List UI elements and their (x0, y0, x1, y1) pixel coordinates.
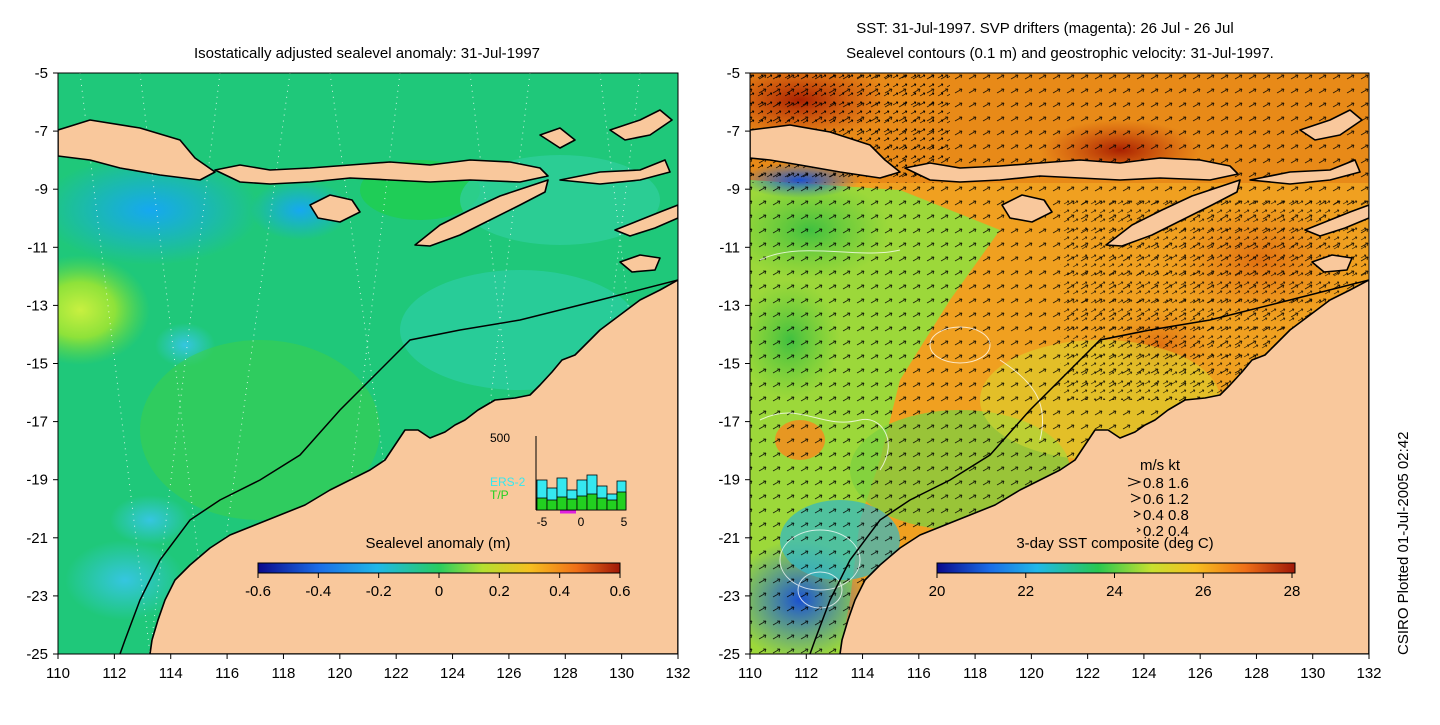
lon-tick-label: 110 (738, 665, 762, 682)
lat-tick-label: -19 (26, 472, 48, 489)
colorbar-tick-label: 0.2 (489, 583, 510, 600)
colorbar-tick-label: 22 (1017, 583, 1034, 600)
lat-tick-label: -21 (718, 530, 740, 547)
lat-tick-label: -13 (26, 297, 48, 314)
lon-tick-label: 112 (102, 665, 126, 682)
sst-colorbar (936, 562, 1296, 574)
velocity-legend-row: 0.2 0.4 (1143, 523, 1189, 540)
left-colorbar-ticks: -0.6 -0.4 -0.2 0 0.2 0.4 0.6 (245, 573, 630, 600)
lat-tick-label: -15 (718, 356, 740, 373)
lon-tick-label: 130 (609, 665, 634, 682)
lon-tick-label: 116 (215, 665, 239, 682)
colorbar-tick-label: -0.6 (245, 583, 271, 600)
lon-tick-label: 122 (384, 665, 409, 682)
lat-tick-label: -9 (35, 181, 48, 198)
lon-tick-label: 132 (1356, 665, 1381, 682)
colorbar-tick-label: 20 (929, 583, 946, 600)
lon-tick-label: 132 (665, 665, 690, 682)
sealevel-anomaly-map (58, 73, 678, 654)
lat-tick-label: -25 (718, 646, 740, 663)
lon-tick-label: 112 (794, 665, 818, 682)
colorbar-tick-label: -0.2 (366, 583, 392, 600)
sealevel-colorbar (257, 562, 621, 574)
right-panel-title-line1: SST: 31-Jul-1997. SVP drifters (magenta)… (856, 20, 1233, 37)
lon-tick-label: 128 (1244, 665, 1269, 682)
lon-tick-label: 124 (1131, 665, 1156, 682)
lon-tick-label: 118 (963, 665, 987, 682)
lat-tick-label: -23 (26, 588, 48, 605)
left-colorbar-label: Sealevel anomaly (m) (365, 535, 510, 552)
lon-tick-label: 110 (46, 665, 70, 682)
axis-ticks: 110 112 114 116 118 120 122 124 126 128 130 132 -5 -7… (26, 65, 1381, 682)
lat-tick-label: -5 (35, 65, 48, 82)
right-panel-title-line2: Sealevel contours (0.1 m) and geostrophi… (846, 45, 1274, 62)
lon-tick-label: 114 (851, 665, 875, 682)
colorbar-tick-label: 0.4 (549, 583, 570, 600)
lat-tick-label: -13 (718, 297, 740, 314)
right-colorbar-label: 3-day SST composite (deg C) (1016, 535, 1213, 552)
lon-tick-label: 114 (159, 665, 183, 682)
credit-text: CSIRO Plotted 01-Jul-2005 02:42 (1395, 431, 1412, 655)
lon-tick-label: 124 (440, 665, 465, 682)
lat-tick-label: -7 (35, 123, 48, 140)
lat-tick-label: -11 (27, 239, 48, 256)
velocity-legend-row: 0.8 1.6 (1143, 475, 1189, 492)
right-colorbar-ticks: 20 22 24 26 28 (929, 573, 1301, 600)
lat-tick-label: -25 (26, 646, 48, 663)
lat-tick-label: -17 (718, 414, 740, 431)
velocity-legend-row: 0.4 0.8 (1143, 507, 1189, 524)
colorbar-tick-label: 0 (435, 583, 443, 600)
inset-legend-tp: T/P (490, 488, 509, 502)
altimeter-inset-histogram: 500 ERS-2 T/P -5 0 5 (490, 431, 628, 529)
lon-tick-label: 126 (496, 665, 521, 682)
colorbar-tick-label: 0.6 (610, 583, 631, 600)
lon-tick-label: 120 (1019, 665, 1044, 682)
lon-tick-label: 130 (1300, 665, 1325, 682)
inset-xtick: 5 (621, 515, 628, 529)
left-panel-title: Isostatically adjusted sealevel anomaly:… (194, 45, 540, 62)
lat-tick-label: -23 (718, 588, 740, 605)
inset-ymax-label: 500 (490, 431, 510, 445)
lon-tick-label: 128 (553, 665, 578, 682)
lat-tick-label: -15 (26, 356, 48, 373)
lat-tick-label: -5 (727, 65, 740, 82)
lon-tick-label: 116 (907, 665, 931, 682)
lon-tick-label: 122 (1075, 665, 1100, 682)
lat-tick-label: -9 (727, 181, 740, 198)
lat-tick-label: -7 (727, 123, 740, 140)
inset-legend-ers2: ERS-2 (490, 475, 526, 489)
lon-tick-label: 118 (271, 665, 295, 682)
inset-xtick: 0 (578, 515, 585, 529)
lat-tick-label: -17 (26, 414, 48, 431)
lon-tick-label: 126 (1188, 665, 1213, 682)
inset-xtick: -5 (537, 515, 548, 529)
velocity-legend-row: 0.6 1.2 (1143, 491, 1189, 508)
lat-tick-label: -21 (26, 530, 48, 547)
lat-tick-label: -19 (718, 472, 740, 489)
lon-tick-label: 120 (327, 665, 352, 682)
velocity-legend-header: m/s kt (1140, 457, 1181, 474)
colorbar-tick-label: 26 (1195, 583, 1212, 600)
lat-tick-label: -11 (719, 239, 740, 256)
colorbar-tick-label: 28 (1284, 583, 1301, 600)
colorbar-tick-label: 24 (1106, 583, 1123, 600)
colorbar-tick-label: -0.4 (305, 583, 331, 600)
sst-map (750, 73, 1369, 654)
velocity-legend: m/s kt 0.8 1.6 0.6 1.2 0.4 0.8 0.2 0.4 (1127, 457, 1189, 540)
